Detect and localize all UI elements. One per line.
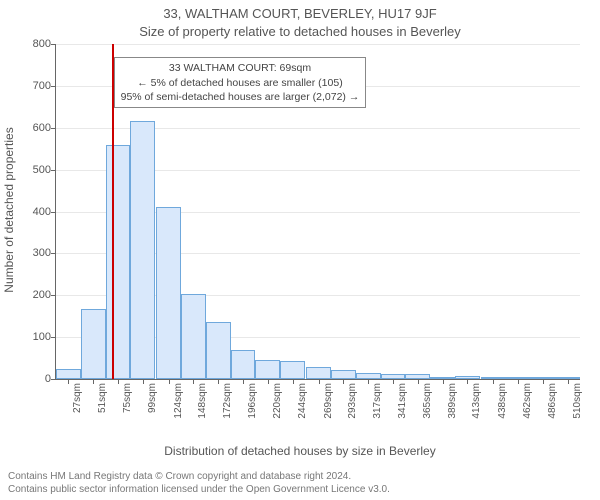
y-tick-label: 800 [33,38,51,50]
x-tick-mark [343,379,344,384]
y-tick-mark [51,170,56,171]
histogram-bar [181,294,206,379]
x-tick-label: 510sqm [572,383,583,419]
y-tick-label: 0 [45,373,51,385]
y-axis-label: Number of detached properties [2,45,16,210]
x-tick-label: 365sqm [422,383,433,419]
x-tick-mark [368,379,369,384]
x-tick-label: 389sqm [447,383,458,419]
x-tick-label: 99sqm [147,383,158,413]
plot-area: 010020030040050060070080027sqm51sqm75sqm… [55,44,580,380]
info-box: 33 WALTHAM COURT: 69sqm← 5% of detached … [114,57,367,108]
x-axis-label: Distribution of detached houses by size … [0,444,600,458]
x-tick-label: 438sqm [497,383,508,419]
histogram-bar [156,207,181,379]
histogram-bar [306,367,331,379]
y-tick-mark [51,44,56,45]
y-tick-mark [51,295,56,296]
x-tick-mark [68,379,69,384]
y-tick-label: 200 [33,289,51,301]
footer-line1: Contains HM Land Registry data © Crown c… [8,470,592,483]
y-tick-label: 100 [33,331,51,343]
x-tick-label: 244sqm [297,383,308,419]
y-tick-mark [51,253,56,254]
x-tick-label: 51sqm [97,383,108,413]
x-tick-label: 196sqm [247,383,258,419]
y-tick-label: 600 [33,122,51,134]
x-tick-mark [319,379,320,384]
x-tick-label: 462sqm [522,383,533,419]
y-tick-label: 400 [33,206,51,218]
x-tick-label: 220sqm [272,383,283,419]
x-tick-label: 341sqm [397,383,408,419]
x-tick-mark [418,379,419,384]
x-tick-label: 172sqm [222,383,233,419]
gridline [56,44,580,45]
histogram-bar [231,350,256,379]
chart-title-line1: 33, WALTHAM COURT, BEVERLEY, HU17 9JF [0,6,600,21]
x-tick-mark [443,379,444,384]
x-tick-label: 75sqm [122,383,133,413]
x-tick-mark [218,379,219,384]
y-tick-mark [51,379,56,380]
y-tick-label: 300 [33,247,51,259]
y-tick-mark [51,86,56,87]
y-tick-mark [51,337,56,338]
info-box-line-1: 33 WALTHAM COURT: 69sqm [121,61,360,75]
x-tick-mark [568,379,569,384]
x-tick-mark [293,379,294,384]
x-tick-mark [518,379,519,384]
x-tick-mark [543,379,544,384]
x-tick-label: 293sqm [347,383,358,419]
histogram-bar [255,360,280,379]
x-tick-label: 413sqm [471,383,482,419]
info-box-line-2: ← 5% of detached houses are smaller (105… [121,76,360,90]
histogram-bar [206,322,231,379]
x-tick-mark [268,379,269,384]
x-tick-mark [118,379,119,384]
histogram-bar [280,361,305,379]
x-tick-label: 317sqm [372,383,383,419]
y-tick-mark [51,128,56,129]
chart-container: 33, WALTHAM COURT, BEVERLEY, HU17 9JF Si… [0,0,600,500]
x-tick-mark [467,379,468,384]
chart-footer: Contains HM Land Registry data © Crown c… [8,470,592,496]
x-tick-label: 269sqm [323,383,334,419]
histogram-bar [106,145,131,380]
x-tick-mark [243,379,244,384]
info-box-line-3: 95% of semi-detached houses are larger (… [121,90,360,104]
x-tick-mark [169,379,170,384]
x-tick-label: 486sqm [547,383,558,419]
histogram-bar [331,370,356,379]
x-tick-mark [143,379,144,384]
footer-line2: Contains public sector information licen… [8,483,592,496]
histogram-bar [56,369,81,379]
x-tick-label: 148sqm [197,383,208,419]
x-tick-label: 27sqm [72,383,83,413]
histogram-bar [81,309,106,379]
x-tick-mark [393,379,394,384]
histogram-bar [130,121,155,379]
y-tick-label: 500 [33,164,51,176]
y-tick-mark [51,212,56,213]
chart-title-line2: Size of property relative to detached ho… [0,24,600,39]
x-tick-label: 124sqm [173,383,184,419]
y-tick-label: 700 [33,80,51,92]
x-tick-mark [493,379,494,384]
x-tick-mark [93,379,94,384]
x-tick-mark [193,379,194,384]
